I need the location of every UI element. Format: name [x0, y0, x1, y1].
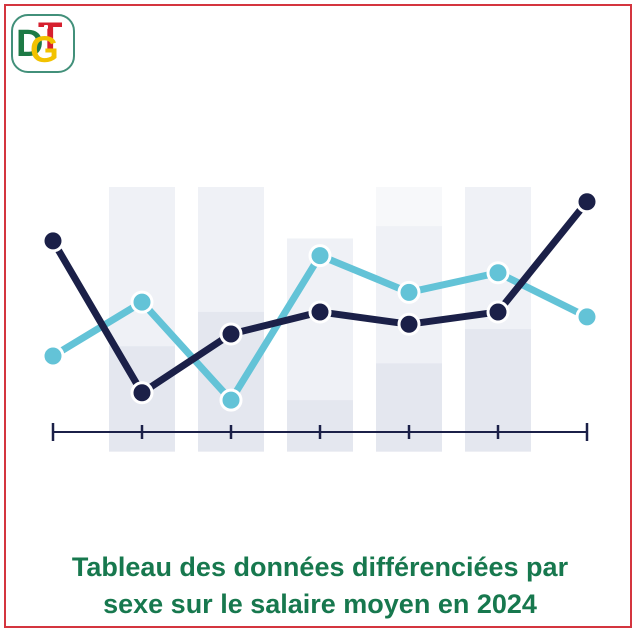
dark-navy-series-marker: [397, 312, 421, 336]
dark-navy-series-marker: [308, 300, 332, 324]
light-blue-series-marker: [308, 244, 332, 268]
light-blue-series-marker: [219, 388, 243, 412]
light-blue-series-marker: [575, 305, 599, 329]
page-title-line2: sexe sur le salaire moyen en 2024: [103, 589, 537, 619]
dark-navy-series-marker: [130, 381, 154, 405]
logo-letter-g: G: [30, 29, 59, 70]
page-title-line1: Tableau des données différenciées par: [71, 552, 569, 582]
light-blue-series-marker: [130, 290, 154, 314]
dark-navy-series-marker: [575, 190, 599, 214]
light-blue-series-marker: [397, 280, 421, 304]
logo-letter-t: T: [38, 15, 63, 59]
dtg-logo: D T G: [11, 14, 75, 73]
dark-navy-series-marker: [486, 300, 510, 324]
logo-star-icon: [44, 25, 48, 29]
dark-navy-series-marker: [219, 322, 243, 346]
page-title: Tableau des données différenciées par se…: [0, 549, 640, 623]
light-blue-series-marker: [41, 344, 65, 368]
dark-navy-series-marker: [41, 229, 65, 253]
logo-letter-d: D: [16, 23, 44, 65]
light-blue-series-marker: [486, 261, 510, 285]
